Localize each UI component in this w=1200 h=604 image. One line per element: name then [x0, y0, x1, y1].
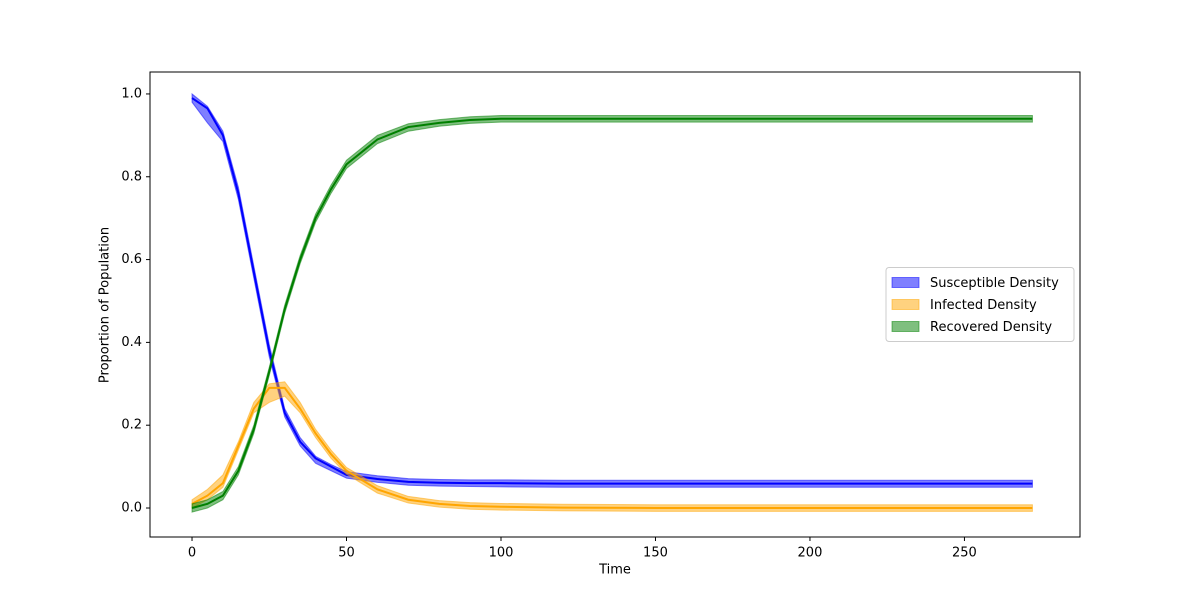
x-axis-label: Time [598, 563, 631, 578]
band [191, 381, 1033, 512]
x-tick-label: 250 [952, 546, 977, 561]
x-tick-label: 50 [338, 546, 355, 561]
legend-swatch [891, 299, 920, 310]
y-axis-label: Proportion of Population [98, 227, 113, 383]
legend-swatch [891, 321, 920, 332]
line [191, 386, 1033, 510]
plot-frame [149, 71, 1081, 538]
legend-label: Infected Density [930, 298, 1037, 313]
y-tick-label: 0.6 [121, 252, 142, 267]
legend-label: Susceptible Density [930, 276, 1059, 291]
line [191, 117, 1033, 509]
y-tick-label: 0.0 [121, 501, 142, 516]
legend-swatch [891, 277, 920, 288]
y-tick-label: 0.8 [121, 169, 142, 184]
x-tick-label: 200 [798, 546, 823, 561]
y-tick-label: 0.4 [121, 335, 142, 350]
y-tick-label: 1.0 [121, 86, 142, 101]
legend-box [885, 267, 1075, 342]
x-tick-label: 0 [188, 546, 196, 561]
x-tick-label: 100 [489, 546, 514, 561]
x-tick-label: 150 [643, 546, 668, 561]
y-tick-label: 0.2 [121, 418, 142, 433]
band [191, 92, 1033, 488]
legend-label: Recovered Density [930, 320, 1052, 335]
line [191, 97, 1033, 485]
